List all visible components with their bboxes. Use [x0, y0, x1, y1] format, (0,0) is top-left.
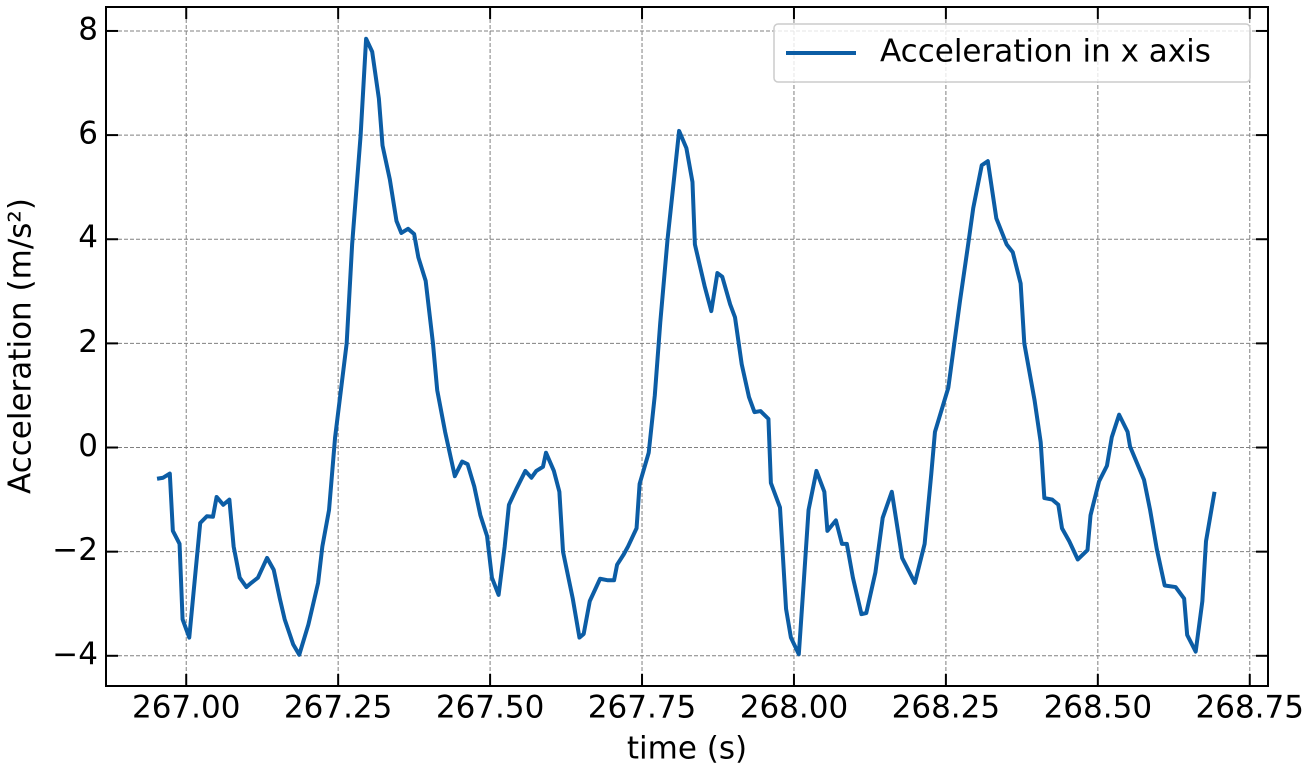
legend: Acceleration in x axis [773, 23, 1251, 83]
x-tick-label: 268.25 [892, 690, 1000, 726]
x-tick-label: 268.75 [1196, 690, 1304, 726]
y-axis-label: Acceleration (m/s²) [3, 198, 39, 494]
x-axis-label: time (s) [627, 731, 747, 767]
y-tick-label: 8 [78, 11, 98, 47]
legend-label: Acceleration in x axis [880, 34, 1211, 70]
y-tick-label: −4 [52, 636, 98, 672]
x-tick-label: 267.00 [132, 690, 240, 726]
y-tick-label: 6 [78, 116, 98, 152]
y-tick-label: 2 [78, 324, 98, 360]
y-tick-label: 4 [78, 220, 98, 256]
x-tick-label: 268.00 [740, 690, 848, 726]
plot-frame [105, 6, 1269, 687]
legend-box [773, 23, 1251, 83]
y-tick-label: −2 [52, 532, 98, 568]
x-tick-label: 267.25 [284, 690, 392, 726]
x-tick-label: 267.50 [436, 690, 544, 726]
data-line [156, 36, 1217, 657]
y-tick-label: 0 [78, 428, 98, 464]
x-tick-label: 267.75 [588, 690, 696, 726]
x-tick-label: 268.50 [1044, 690, 1152, 726]
